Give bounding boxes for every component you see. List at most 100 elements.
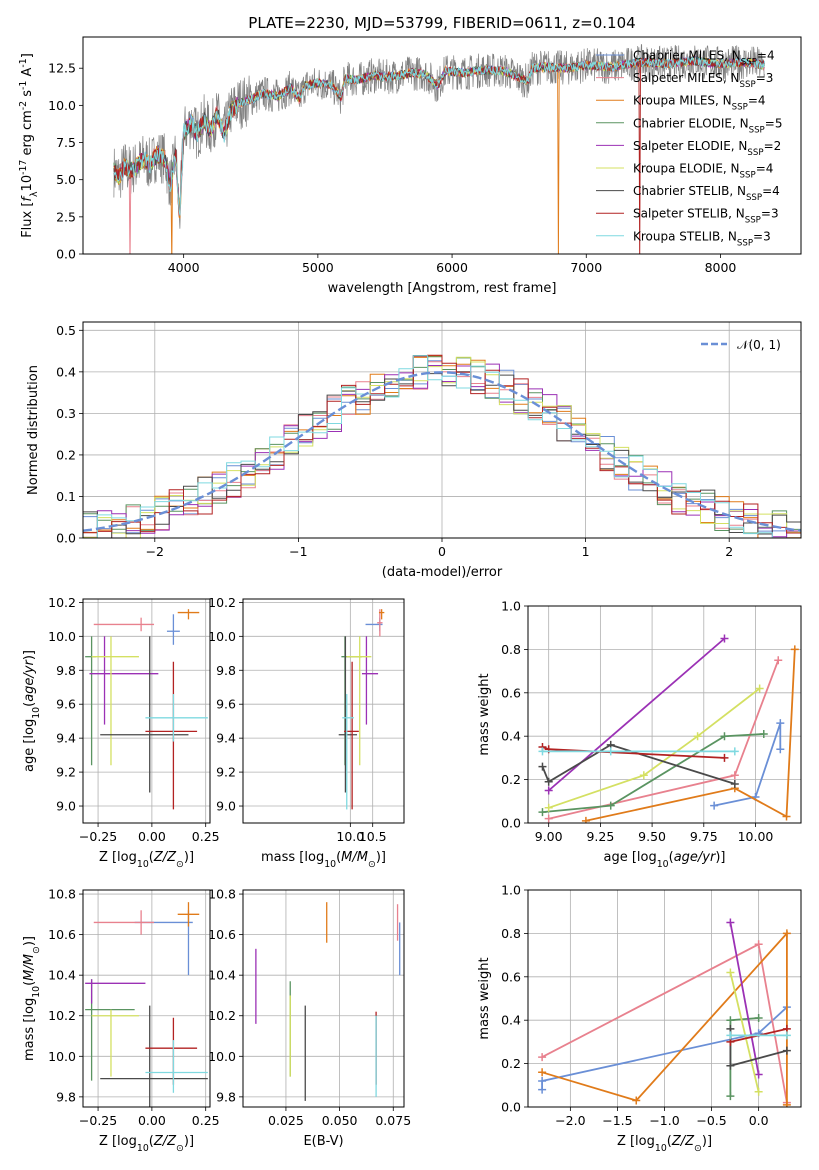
y-tick-label: 10.6: [208, 927, 236, 942]
axes-frame: [82, 889, 211, 1108]
x-axis-label: Z [log10(Z/Z⊙)]: [99, 850, 194, 870]
y-tick-label: 9.4: [56, 731, 76, 746]
axes-frame: [82, 321, 802, 539]
y-tick-label: 0.6: [501, 685, 521, 700]
plot-marks: [538, 918, 791, 1107]
weight-point: [730, 771, 739, 780]
plot-area: [528, 606, 801, 823]
y-tick-label: 9.2: [56, 765, 76, 780]
weight-point: [782, 1031, 791, 1040]
y-tick-label: 10.0: [208, 629, 236, 644]
x-tick-label: −2: [146, 544, 164, 559]
x-tick-label: 9.75: [690, 829, 718, 844]
x-axis-label: Z [log10(Z/Z⊙)]: [99, 1134, 194, 1154]
weight-point: [538, 747, 547, 756]
weight-point: [782, 1100, 791, 1107]
x-tick-label: −1: [289, 544, 307, 559]
x-tick-label: 8000: [705, 260, 737, 275]
model-line-8: [113, 55, 765, 216]
y-tick-label: 9.0: [56, 799, 76, 814]
y-tick-label: 12.5: [48, 61, 76, 76]
weight-point: [774, 656, 783, 665]
plot-area: [243, 890, 404, 1107]
weight-point: [755, 684, 764, 693]
plot-marks: [85, 609, 208, 810]
x-axis-label: age [log10(age/yr)]: [603, 850, 725, 870]
weight-line-5: [729, 972, 760, 1093]
legend-entry: Salpeter MILES, NSSP=3: [633, 71, 773, 90]
y-tick-label: 0.2: [501, 1056, 521, 1071]
weight-point: [544, 786, 553, 795]
legend-entry: Chabrier MILES, NSSP=4: [633, 49, 775, 68]
x-tick-label: −0.5: [696, 1113, 726, 1128]
y-tick-label: 10.4: [48, 968, 76, 983]
y-axis-label: mass weight: [477, 673, 492, 755]
x-tick-label: 0.0: [749, 1113, 769, 1128]
y-tick-label: 10.8: [208, 887, 236, 902]
chart-spectrum: 4000 5000 6000 7000 8000 0.0 2.5 5.0 7.5 10.0 12.5…: [18, 14, 802, 296]
x-axis-label: wavelength [Angstrom, rest frame]: [328, 281, 557, 296]
weight-point: [606, 747, 615, 756]
y-tick-label: 10.6: [48, 927, 76, 942]
weight-point: [632, 1096, 641, 1105]
x-tick-label: 1: [582, 544, 590, 559]
plot-marks: [113, 43, 765, 254]
chart-residuals: −2 −1 0 1 2 0.0 0.1 0.2 0.3 0.4 0.5 (data-model)/er…: [26, 321, 802, 580]
y-tick-label: 10.0: [208, 1049, 236, 1064]
x-tick-label: 0.00: [138, 829, 166, 844]
plot-marks: [338, 609, 385, 810]
weight-line-3: [542, 733, 764, 813]
y-tick-label: 0.2: [56, 447, 76, 462]
axes-frame: [242, 889, 405, 1108]
weight-point: [710, 801, 719, 810]
y-axis-label: mass [log10(M/M⊙)]: [22, 936, 42, 1061]
weight-point: [790, 645, 799, 654]
x-axis-label: mass [log10(M/M⊙)]: [261, 850, 386, 870]
weight-line-0: [713, 722, 782, 807]
y-tick-label: 0.8: [501, 642, 521, 657]
weight-point: [754, 940, 763, 949]
x-tick-label: 0.050: [322, 1113, 358, 1128]
weight-point: [726, 1061, 735, 1070]
weight-point: [544, 803, 553, 812]
y-tick-label: 0.0: [501, 1100, 521, 1115]
y-tick-label: 9.2: [216, 765, 236, 780]
weight-point: [693, 732, 702, 741]
axes-frame: [242, 598, 405, 824]
weight-line-6: [541, 743, 736, 785]
y-tick-label: 0.4: [56, 364, 76, 379]
axes-frame: [82, 36, 802, 255]
chart-weight-vs-age: 9.00 9.25 9.50 9.75 10.00 0.0 0.2 0.4 0.6 0.8 1.0 a…: [477, 599, 802, 870]
x-tick-label: 9.00: [535, 829, 563, 844]
x-tick-label: 2: [725, 544, 733, 559]
x-tick-label: 0: [438, 544, 446, 559]
weight-point: [782, 812, 791, 821]
weight-point: [581, 816, 590, 823]
chart-weight-vs-Z: −2.0 −1.5 −1.0 −0.5 0.0 0.0 0.2 0.4 0.6 0.8 1.0 Z […: [477, 883, 802, 1154]
weight-point: [538, 1085, 547, 1094]
y-tick-label: 7.5: [56, 135, 76, 150]
y-tick-label: 0.0: [56, 247, 76, 262]
weight-point: [720, 753, 729, 762]
x-tick-label: 9.50: [638, 829, 666, 844]
chart-title: PLATE=2230, MJD=53799, FIBERID=0611, z=0…: [248, 14, 635, 32]
x-tick-label: 0.25: [192, 829, 220, 844]
y-tick-label: 10.2: [208, 1008, 236, 1023]
model-line-6: [113, 56, 765, 215]
weight-point: [726, 968, 735, 977]
y-tick-label: 0.5: [56, 323, 76, 338]
x-tick-label: 0.075: [375, 1113, 411, 1128]
weight-line-2: [585, 649, 796, 822]
x-tick-label: 10.0: [336, 829, 364, 844]
plot-marks: [255, 902, 401, 1101]
weight-point: [538, 1076, 547, 1085]
chart-mass-vs-Z: −0.25 0.00 0.25 9.8 10.0 10.2 10.4 10.6 10.8 Z [l…: [22, 887, 220, 1154]
plot-marks: [538, 634, 799, 823]
weight-point: [538, 808, 547, 817]
x-tick-label: −2.0: [555, 1113, 585, 1128]
x-tick-label: −1.0: [649, 1113, 679, 1128]
weight-point: [782, 929, 791, 938]
y-tick-label: 10.0: [48, 98, 76, 113]
